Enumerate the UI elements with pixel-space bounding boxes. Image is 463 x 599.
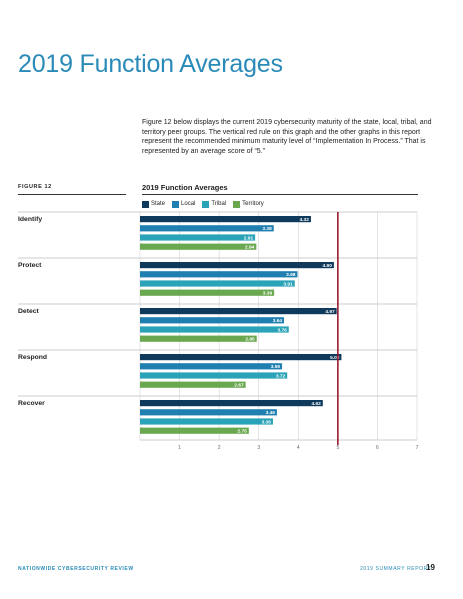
bar-value-label: 3.98 [286,272,296,278]
bar-territory [140,427,249,434]
legend-item-territory: Territory [233,200,264,208]
bar-territory [140,335,257,342]
bar-value-label: 3.36 [262,419,272,425]
legend-swatch-state [142,200,149,208]
bar-value-label: 2.94 [245,245,255,251]
page-number: 19 [426,563,435,572]
bar-state [140,400,323,407]
x-tick-label: 3 [257,445,260,451]
x-tick-label: 7 [416,445,419,451]
footer-right: 2019 SUMMARY REPORT [360,566,432,572]
bar-value-label: 3.76 [277,327,287,333]
category-label: Respond [18,354,47,361]
bar-local [140,317,285,324]
bar-value-label: 4.62 [311,401,321,407]
bar-value-label: 3.64 [273,318,283,324]
legend-label-territory: Territory [242,201,264,207]
bar-tribal [140,280,295,287]
bar-value-label: 2.95 [245,337,255,343]
legend-swatch-tribal [202,200,210,208]
legend-item-state: State [142,200,166,208]
bar-tribal [140,372,288,379]
x-tick-label: 6 [376,445,379,451]
bar-value-label: 3.91 [283,281,293,287]
page-title: 2019 Function Averages [18,50,283,78]
bar-state [140,216,311,223]
bar-local [140,409,277,416]
bar-value-label: 3.59 [271,364,281,370]
bar-state [140,308,337,315]
bar-value-label: 4.97 [325,309,335,315]
bar-value-label: 2.91 [244,235,254,241]
chart-title-rule [142,194,418,195]
bar-local [140,363,283,370]
footer-left: NATIONWIDE CYBERSECURITY REVIEW [18,566,134,572]
category-label: Recover [18,400,45,407]
bar-territory [140,243,257,250]
legend-item-tribal: Tribal [202,200,227,208]
bar-local [140,225,274,232]
bar-territory [140,289,275,296]
bar-value-label: 3.46 [266,410,276,416]
x-tick-label: 5 [336,445,339,451]
category-label: Protect [18,262,42,269]
bar-value-label: 3.72 [276,373,286,379]
figure-label: FIGURE 12 [18,184,52,190]
bar-value-label: 2.75 [237,429,247,435]
legend-label-tribal: Tribal [211,201,227,207]
bar-state [140,262,334,269]
legend-item-local: Local [172,200,196,208]
bar-value-label: 4.32 [300,217,310,223]
bar-tribal [140,418,273,425]
bar-value-label: 3.38 [262,226,272,232]
bar-state [140,354,342,361]
bar-value-label: 5.09 [330,355,340,361]
bar-tribal [140,326,289,333]
bar-value-label: 3.39 [263,291,273,297]
bar-territory [140,381,246,388]
bar-tribal [140,234,256,241]
intro-paragraph: Figure 12 below displays the current 201… [142,119,432,155]
x-tick-label: 2 [218,445,221,451]
x-tick-label: 4 [297,445,300,451]
category-label: Identify [18,216,42,223]
x-tick-label: 1 [178,445,181,451]
legend-label-local: Local [181,201,196,207]
chart-title: 2019 Function Averages [142,183,228,192]
legend-label-state: State [151,201,166,207]
bar-value-label: 4.90 [323,263,333,269]
figure-label-rule [18,194,126,195]
legend-swatch-local [172,200,180,208]
bar-value-label: 2.67 [234,383,244,389]
legend-swatch-territory [233,200,241,208]
bar-local [140,271,298,278]
chart-legend: State Local Tribal Territory [142,199,264,209]
category-label: Detect [18,308,40,315]
